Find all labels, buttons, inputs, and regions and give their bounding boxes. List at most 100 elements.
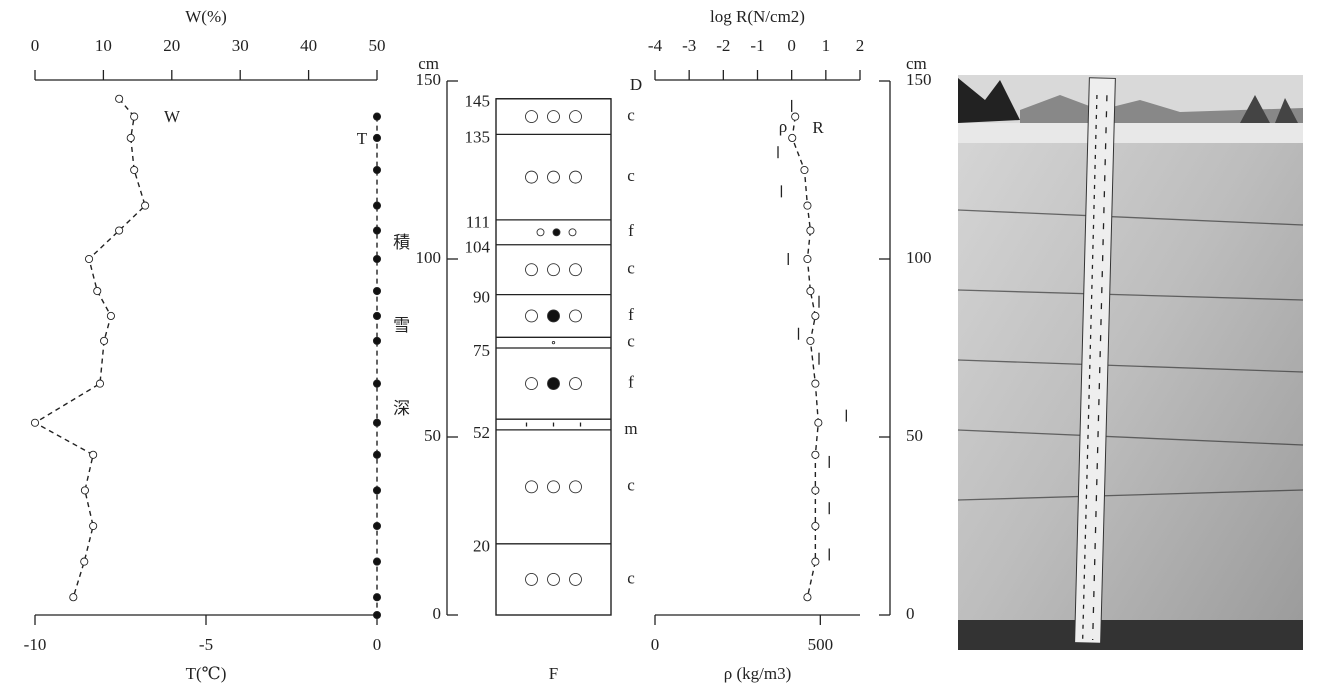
- marker: [115, 94, 124, 103]
- marker: [372, 165, 382, 175]
- layer-symbol: [569, 110, 582, 124]
- layer-symbol: [547, 572, 560, 586]
- series-name: ρ: [779, 117, 787, 136]
- marker: [89, 521, 98, 531]
- marker: [372, 486, 382, 495]
- layer-symbol: [525, 263, 538, 277]
- layer-symbol: [525, 110, 538, 124]
- marker: [30, 418, 40, 427]
- top-tick-label: 40: [300, 36, 317, 55]
- marker: [811, 379, 820, 388]
- grain-label: c: [627, 476, 635, 495]
- layer-symbol: [525, 377, 538, 391]
- y-tick-label: 100: [416, 248, 442, 267]
- top-tick-label: 30: [232, 36, 249, 55]
- top-tick-label: -4: [648, 36, 663, 55]
- marker: [93, 286, 102, 296]
- marker: [806, 336, 815, 345]
- boundary-label: 111: [466, 213, 490, 232]
- marker: [80, 486, 89, 495]
- y-tick-label: 50: [906, 426, 923, 445]
- marker: [372, 557, 382, 566]
- snow-photo: [957, 75, 1304, 650]
- marker: [791, 112, 800, 121]
- layer-symbol: [547, 480, 560, 494]
- layer-symbol: [547, 170, 560, 184]
- layer-symbol: [569, 309, 582, 323]
- marker: [811, 311, 820, 321]
- marker: [803, 201, 812, 210]
- marker: [814, 418, 823, 427]
- bottom-tick-label: -10: [24, 635, 47, 654]
- marker: [89, 450, 98, 459]
- marker: [372, 418, 382, 427]
- column-label: D: [630, 75, 642, 94]
- marker: [141, 201, 150, 210]
- grain-label: c: [627, 166, 635, 185]
- marker: [372, 201, 382, 210]
- layer-symbol: [536, 228, 545, 237]
- top-tick-label: 0: [787, 36, 796, 55]
- marker: [115, 226, 124, 235]
- marker: [811, 450, 820, 459]
- marker: [130, 165, 139, 175]
- y-unit: cm: [906, 54, 927, 73]
- boundary-label: 52: [473, 423, 490, 442]
- top-tick-label: -3: [682, 36, 696, 55]
- marker: [800, 165, 809, 175]
- marker: [811, 557, 820, 566]
- bottom-tick-label: 0: [373, 635, 382, 654]
- marker: [372, 336, 382, 345]
- grain-label: f: [628, 373, 634, 392]
- top-tick-label: 2: [856, 36, 865, 55]
- layer-symbol: [552, 228, 561, 237]
- y-tick-label: 50: [424, 426, 441, 445]
- layer-symbol: [568, 228, 577, 237]
- marker: [372, 521, 382, 531]
- y-tick-label: 0: [433, 604, 442, 623]
- top-tick-label: 0: [31, 36, 40, 55]
- bottom-tick-label: 500: [808, 635, 834, 654]
- top-tick-label: 10: [95, 36, 112, 55]
- series-name: W: [164, 107, 181, 126]
- layer-symbol: [547, 110, 560, 124]
- marker: [372, 286, 382, 296]
- marker: [788, 133, 797, 143]
- marker: [372, 379, 382, 388]
- layer-symbol: [569, 170, 582, 184]
- profile-line: [33, 98, 146, 598]
- layer-symbol: [551, 341, 556, 345]
- marker: [84, 254, 94, 264]
- marker: [803, 254, 812, 264]
- top-tick-label: -1: [750, 36, 764, 55]
- marker: [372, 450, 382, 459]
- bottom-axis-label: T(℃): [186, 664, 227, 683]
- marker: [372, 133, 382, 143]
- grain-label: f: [628, 221, 634, 240]
- marker: [372, 226, 382, 235]
- series-name: T: [357, 129, 368, 148]
- grain-label: f: [628, 305, 634, 324]
- side-label: 積雪深: [390, 233, 410, 482]
- boundary-label: 104: [465, 238, 491, 257]
- marker: [372, 254, 382, 264]
- layer-symbol: [525, 309, 538, 323]
- top-axis-label: W(%): [185, 7, 227, 26]
- top-tick-label: 20: [163, 36, 180, 55]
- boundary-label: 145: [465, 92, 491, 111]
- marker: [803, 593, 812, 602]
- marker: [372, 112, 382, 121]
- marker: [806, 286, 815, 296]
- marker: [100, 336, 109, 345]
- layer-symbol: [547, 377, 560, 391]
- profile-line: [791, 116, 820, 598]
- layer-symbol: [569, 263, 582, 277]
- series-name: R: [812, 118, 824, 137]
- y-tick-label: 150: [906, 70, 932, 89]
- boundary-label: 75: [473, 341, 490, 360]
- layer-symbol: [569, 377, 582, 391]
- marker: [372, 311, 382, 321]
- boundary-label: 90: [473, 288, 490, 307]
- marker: [106, 311, 115, 321]
